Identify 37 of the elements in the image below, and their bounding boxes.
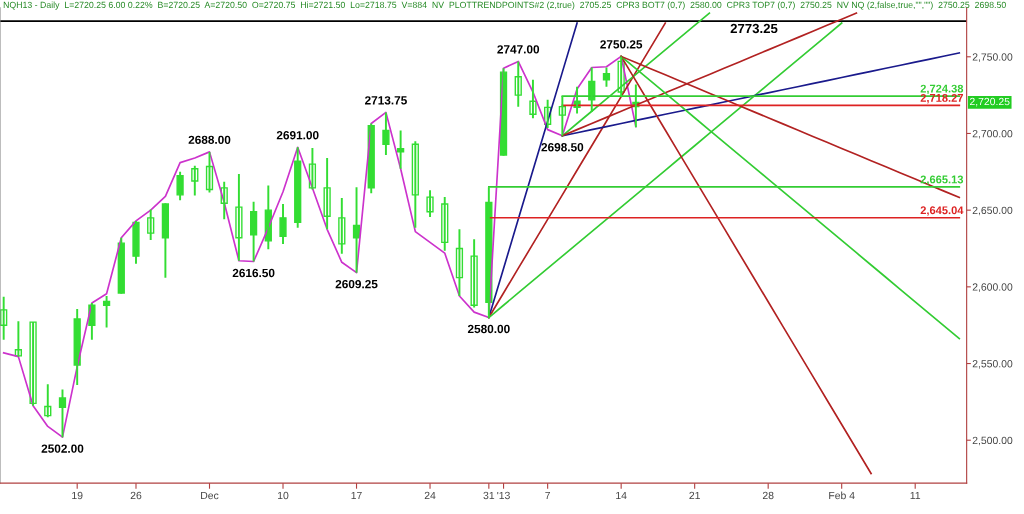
data-label: 2609.25 [335, 279, 378, 289]
data-label: 2691.00 [276, 131, 319, 140]
y-tick-label: 2,550.00 [972, 360, 1013, 369]
x-tick-label: 11 [910, 491, 921, 500]
data-label: 2713.75 [365, 96, 407, 105]
text: 2,720.25 [969, 97, 1010, 107]
chart-title: NQH13 - Daily L=2720.25 6.00 0.22% B=2720.25 A=2720.50 O=2720.75 Hi=2721.50 Lo=2718.75 V=884 NV PLOTTRENDPOINTS#2 (2,true) 2705.25 CPR3 BOT7 (0,7) 2580.00 CPR3 TOP7 (0,7) 2750.25 NV NQ (2,false,true,"","") 2750.25 2698.50 [3, 1, 1006, 10]
data-label: 2698.50 [541, 143, 584, 152]
x-tick-label: 28 [762, 491, 774, 500]
y-tick-label: 2,500.00 [972, 436, 1013, 446]
x-tick-label: Feb 4 [829, 491, 855, 500]
x-tick-label: 21 [689, 491, 700, 500]
data-label: 2747.00 [497, 45, 540, 54]
data-label: 2616.50 [232, 268, 275, 278]
data-label: 2688.00 [188, 135, 231, 144]
x-tick-label: 31 [483, 491, 495, 500]
y-tick-label: 2,750.00 [972, 53, 1013, 62]
y-tick-label: 2,650.00 [972, 206, 1013, 216]
x-tick-label: 7 [545, 491, 551, 500]
x-tick-label: 19 [72, 491, 83, 500]
x-tick-label: 10 [278, 491, 289, 500]
x-tick-label: Dec [201, 491, 219, 500]
x-tick-label: 14 [616, 491, 627, 500]
data-label: 2580.00 [467, 324, 510, 334]
x-tick-label: '13 [497, 491, 510, 500]
data-label: 2750.25 [600, 40, 643, 49]
data-label: 2,724.38 [920, 84, 964, 95]
data-label: 2502.00 [41, 444, 84, 453]
x-tick-label: 26 [130, 491, 142, 500]
data-label: 2,665.13 [920, 175, 964, 185]
line-series [2, 55, 637, 438]
y-tick-label: 2,600.00 [972, 283, 1013, 292]
x-tick-label: 17 [351, 491, 362, 500]
y-tick-label: 2,700.00 [972, 129, 1013, 139]
x-tick-label: 24 [424, 491, 436, 500]
data-label: 2,645.04 [920, 206, 964, 216]
ref-line-label: 2773.25 [730, 23, 778, 34]
